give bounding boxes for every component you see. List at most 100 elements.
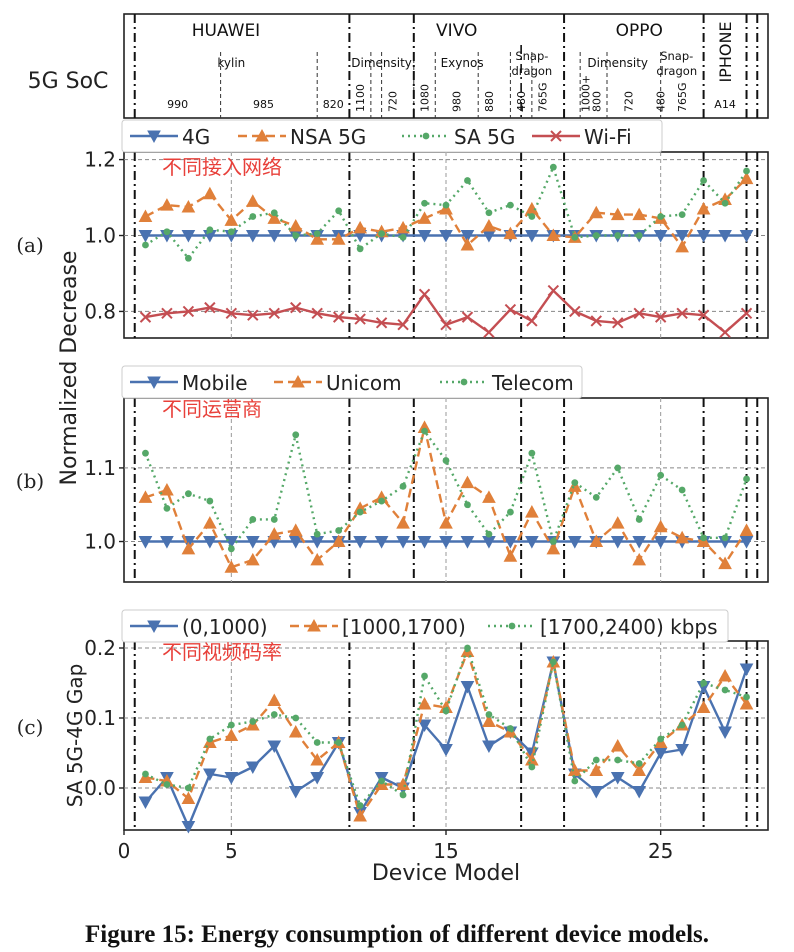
data-point	[654, 311, 667, 323]
data-point	[138, 230, 153, 243]
data-point	[142, 449, 149, 457]
data-point	[396, 536, 410, 549]
data-point	[185, 254, 192, 262]
data-point	[525, 230, 539, 243]
soc-model-label: 1100	[354, 84, 367, 112]
data-point	[206, 226, 214, 234]
data-point	[525, 505, 539, 518]
data-point	[292, 431, 300, 439]
data-point	[550, 130, 562, 142]
data-point	[635, 516, 643, 523]
data-point	[181, 541, 196, 555]
data-point	[417, 719, 432, 733]
data-point	[657, 471, 665, 479]
data-point	[482, 218, 496, 232]
data-point	[356, 245, 364, 253]
legend-label: [1000,1700)	[342, 615, 466, 639]
data-point	[422, 132, 430, 140]
data-point	[739, 536, 754, 549]
data-point	[206, 735, 214, 743]
header-ylabel: 5G SoC	[28, 69, 109, 94]
data-point	[206, 497, 214, 505]
data-point	[442, 457, 450, 464]
data-point	[632, 763, 647, 776]
data-point	[227, 545, 235, 553]
soc-model-label: 1000+	[580, 75, 593, 112]
x-tick-label: 15	[433, 839, 458, 863]
data-point	[399, 234, 407, 241]
data-point	[739, 663, 754, 677]
chinese-annotation: 不同运营商	[162, 397, 262, 421]
data-point	[439, 516, 453, 529]
data-point	[546, 541, 561, 555]
data-point	[203, 536, 217, 549]
data-point	[292, 714, 300, 722]
data-point	[224, 728, 239, 741]
data-point	[225, 307, 238, 320]
data-point	[675, 744, 689, 757]
data-point	[185, 490, 192, 498]
data-point	[657, 213, 665, 220]
legend-box	[121, 365, 583, 399]
data-point	[335, 739, 343, 746]
soc-header: 5G SoC HUAWEI VIVO OPPO IPHONE kylin Dimensity…	[28, 13, 769, 119]
data-point	[139, 311, 152, 323]
y-tick-label: 0.1	[84, 706, 116, 730]
x-tick-label: 25	[648, 839, 673, 863]
data-point	[549, 538, 557, 545]
vendor-label: HUAWEI	[192, 21, 261, 41]
data-point	[696, 201, 711, 215]
data-point	[589, 205, 604, 219]
data-point	[546, 228, 561, 242]
data-point	[147, 620, 161, 634]
x-tick-label: 0	[118, 839, 131, 863]
data-point	[697, 309, 710, 321]
data-point	[203, 516, 217, 529]
data-point	[224, 536, 239, 549]
data-point	[464, 177, 471, 184]
panel-label: (a)	[16, 233, 44, 257]
data-point	[267, 527, 282, 540]
data-point	[335, 207, 343, 215]
data-point	[464, 644, 471, 652]
y-tick-label: 1.0	[84, 530, 116, 554]
data-point	[331, 534, 346, 548]
soc-model-label: 1080	[419, 84, 432, 112]
data-point	[721, 534, 729, 542]
legend-box	[121, 609, 729, 643]
data-point	[439, 744, 453, 757]
data-point	[288, 536, 303, 549]
data-point	[288, 786, 303, 799]
data-point	[290, 301, 302, 314]
data-point	[528, 213, 536, 220]
data-point	[507, 508, 514, 516]
vendor-label: IPHONE	[716, 21, 735, 82]
data-point	[571, 479, 579, 487]
data-point	[635, 232, 643, 239]
chinese-annotation: 不同视频码率	[162, 640, 282, 664]
data-point	[181, 821, 196, 834]
data-point	[676, 307, 688, 320]
series-line-[1000,1700)	[145, 650, 748, 818]
data-point	[740, 307, 753, 320]
legend-label: Telecom	[491, 371, 574, 395]
data-point	[160, 536, 174, 549]
data-point	[739, 523, 754, 536]
data-point	[417, 696, 432, 710]
data-point	[356, 802, 364, 809]
data-point	[503, 549, 518, 562]
data-point	[635, 760, 643, 767]
data-point	[163, 781, 171, 788]
panel-b: 1.0 1.1 Mobile Unicom Telecom 不同运营商 (b)	[16, 365, 769, 583]
data-point	[571, 234, 579, 241]
data-point	[632, 536, 647, 549]
data-point	[310, 232, 325, 245]
soc-model-label: 880	[483, 91, 496, 112]
soc-model-label: 765G	[537, 82, 550, 112]
data-point	[614, 464, 622, 472]
data-point	[249, 516, 257, 523]
data-point	[354, 313, 366, 325]
data-point	[378, 230, 385, 238]
data-point	[267, 693, 282, 706]
data-point	[396, 516, 410, 529]
